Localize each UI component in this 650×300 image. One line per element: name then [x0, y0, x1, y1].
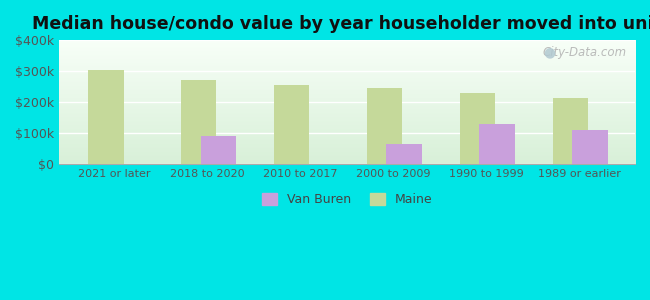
Text: ●: ●	[543, 46, 556, 60]
Bar	[88, 70, 124, 164]
Title: Median house/condo value by year householder moved into unit: Median house/condo value by year househo…	[32, 15, 650, 33]
Bar	[552, 98, 588, 164]
Bar	[181, 80, 216, 164]
Legend: Van Buren, Maine: Van Buren, Maine	[258, 190, 436, 210]
Bar	[460, 93, 495, 164]
Text: City-Data.com: City-Data.com	[542, 46, 627, 59]
Bar	[201, 136, 236, 164]
Bar	[367, 88, 402, 164]
Bar	[572, 130, 608, 164]
Bar	[387, 144, 422, 164]
Bar	[274, 85, 309, 164]
Bar	[480, 124, 515, 164]
